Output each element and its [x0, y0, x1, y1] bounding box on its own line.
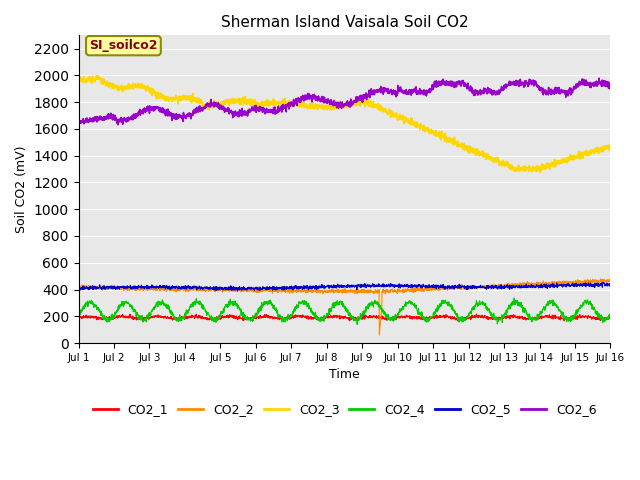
CO2_5: [75, 284, 83, 290]
CO2_6: [607, 87, 614, 93]
X-axis label: Time: Time: [329, 368, 360, 381]
CO2_1: [223, 312, 231, 318]
CO2_3: [575, 148, 582, 154]
CO2_5: [560, 283, 568, 289]
CO2_5: [575, 283, 582, 288]
CO2_1: [360, 313, 367, 319]
CO2_4: [510, 295, 518, 301]
CO2_5: [372, 283, 380, 289]
Line: CO2_2: CO2_2: [79, 279, 611, 335]
CO2_4: [372, 299, 380, 304]
CO2_2: [597, 276, 605, 282]
CO2_4: [560, 316, 568, 322]
CO2_3: [372, 104, 380, 110]
CO2_2: [75, 285, 83, 291]
CO2_1: [140, 318, 147, 324]
CO2_2: [223, 286, 230, 292]
CO2_3: [75, 77, 83, 83]
CO2_1: [472, 311, 480, 317]
CO2_2: [360, 289, 367, 295]
CO2_1: [499, 316, 507, 322]
CO2_1: [560, 315, 568, 321]
Line: CO2_1: CO2_1: [79, 314, 611, 321]
CO2_5: [223, 286, 230, 291]
CO2_4: [575, 307, 582, 312]
CO2_6: [560, 89, 568, 95]
CO2_3: [93, 73, 100, 79]
CO2_3: [499, 161, 507, 167]
CO2_3: [560, 158, 568, 164]
CO2_2: [376, 332, 383, 338]
CO2_4: [353, 322, 361, 327]
CO2_6: [75, 120, 83, 126]
CO2_3: [223, 97, 231, 103]
Y-axis label: Soil CO2 (mV): Soil CO2 (mV): [15, 145, 28, 233]
CO2_5: [234, 288, 241, 294]
CO2_4: [75, 311, 83, 317]
CO2_6: [372, 88, 380, 94]
CO2_6: [499, 86, 507, 92]
Line: CO2_5: CO2_5: [79, 283, 611, 291]
CO2_6: [575, 83, 582, 89]
Line: CO2_6: CO2_6: [79, 78, 611, 125]
CO2_2: [499, 284, 507, 289]
CO2_1: [75, 314, 83, 320]
CO2_4: [223, 304, 230, 310]
CO2_2: [607, 278, 614, 284]
CO2_4: [607, 313, 614, 319]
CO2_6: [114, 122, 122, 128]
CO2_1: [372, 314, 380, 320]
CO2_6: [223, 108, 231, 114]
CO2_4: [360, 308, 367, 314]
Line: CO2_3: CO2_3: [79, 76, 611, 173]
Text: SI_soilco2: SI_soilco2: [89, 39, 157, 52]
CO2_5: [499, 285, 507, 291]
CO2_1: [607, 314, 614, 320]
CO2_3: [536, 170, 544, 176]
CO2_3: [360, 101, 367, 107]
CO2_5: [607, 280, 614, 286]
CO2_5: [582, 280, 589, 286]
CO2_6: [360, 95, 367, 101]
CO2_4: [499, 314, 507, 320]
Legend: CO2_1, CO2_2, CO2_3, CO2_4, CO2_5, CO2_6: CO2_1, CO2_2, CO2_3, CO2_4, CO2_5, CO2_6: [88, 398, 602, 421]
Line: CO2_4: CO2_4: [79, 298, 611, 324]
CO2_3: [607, 143, 614, 148]
CO2_6: [595, 75, 603, 81]
CO2_1: [575, 313, 582, 319]
CO2_2: [371, 289, 379, 295]
CO2_2: [560, 278, 568, 284]
CO2_2: [575, 279, 582, 285]
Title: Sherman Island Vaisala Soil CO2: Sherman Island Vaisala Soil CO2: [221, 15, 468, 30]
CO2_5: [360, 283, 367, 289]
